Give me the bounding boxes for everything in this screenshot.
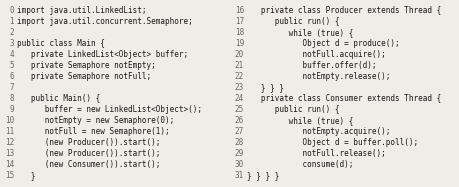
Text: (new Producer()).start();: (new Producer()).start();	[17, 149, 160, 158]
Text: 9: 9	[9, 105, 14, 114]
Text: private Semaphore notEmpty;: private Semaphore notEmpty;	[17, 61, 156, 70]
Text: notFull = new Semaphore(1);: notFull = new Semaphore(1);	[17, 127, 169, 136]
Text: 16: 16	[234, 6, 243, 15]
Text: notEmpty.release();: notEmpty.release();	[246, 72, 390, 81]
Text: 4: 4	[9, 50, 14, 59]
Text: public run() {: public run() {	[246, 105, 339, 114]
Text: import java.util.LinkedList;: import java.util.LinkedList;	[17, 6, 146, 15]
Text: 8: 8	[9, 94, 14, 103]
Text: 30: 30	[234, 160, 243, 169]
Text: 13: 13	[5, 149, 14, 158]
Text: (new Producer()).start();: (new Producer()).start();	[17, 138, 160, 147]
Text: 10: 10	[5, 116, 14, 125]
Text: 12: 12	[5, 138, 14, 147]
Text: 21: 21	[234, 61, 243, 70]
Text: 27: 27	[234, 127, 243, 136]
Text: 6: 6	[9, 72, 14, 81]
Text: public class Main {: public class Main {	[17, 39, 105, 48]
Text: 18: 18	[234, 28, 243, 37]
Text: 19: 19	[234, 39, 243, 48]
Text: while (true) {: while (true) {	[246, 28, 353, 37]
Text: public Main() {: public Main() {	[17, 94, 100, 103]
Text: 20: 20	[234, 50, 243, 59]
Text: (new Consumer()).start();: (new Consumer()).start();	[17, 160, 160, 169]
Text: import java.util.concurrent.Semaphore;: import java.util.concurrent.Semaphore;	[17, 17, 192, 26]
Text: 7: 7	[9, 83, 14, 92]
Text: 11: 11	[5, 127, 14, 136]
Text: } } }: } } }	[246, 83, 283, 92]
Text: public run() {: public run() {	[246, 17, 339, 26]
Text: } } } }: } } } }	[246, 171, 279, 180]
Text: notEmpty.acquire();: notEmpty.acquire();	[246, 127, 390, 136]
Text: 28: 28	[234, 138, 243, 147]
Text: notFull.acquire();: notFull.acquire();	[246, 50, 385, 59]
Text: 31: 31	[234, 171, 243, 180]
Text: buffer.offer(d);: buffer.offer(d);	[246, 61, 375, 70]
Text: 22: 22	[234, 72, 243, 81]
Text: private class Producer extends Thread {: private class Producer extends Thread {	[246, 6, 440, 15]
Text: 5: 5	[9, 61, 14, 70]
Text: 25: 25	[234, 105, 243, 114]
Text: 2: 2	[9, 28, 14, 37]
Text: private LinkedList<Object> buffer;: private LinkedList<Object> buffer;	[17, 50, 188, 59]
Text: notEmpty = new Semaphore(0);: notEmpty = new Semaphore(0);	[17, 116, 174, 125]
Text: }: }	[17, 171, 35, 180]
Text: 26: 26	[234, 116, 243, 125]
Text: 23: 23	[234, 83, 243, 92]
Text: while (true) {: while (true) {	[246, 116, 353, 125]
Text: 29: 29	[234, 149, 243, 158]
Text: buffer = new LinkedList<Object>();: buffer = new LinkedList<Object>();	[17, 105, 202, 114]
Text: 0: 0	[9, 6, 14, 15]
Text: 24: 24	[234, 94, 243, 103]
Text: 3: 3	[9, 39, 14, 48]
Text: private class Consumer extends Thread {: private class Consumer extends Thread {	[246, 94, 440, 103]
Text: 14: 14	[5, 160, 14, 169]
Text: 17: 17	[234, 17, 243, 26]
Text: consume(d);: consume(d);	[246, 160, 353, 169]
Text: 1: 1	[9, 17, 14, 26]
Text: notFull.release();: notFull.release();	[246, 149, 385, 158]
Text: private Semaphore notFull;: private Semaphore notFull;	[17, 72, 151, 81]
Text: Object d = buffer.poll();: Object d = buffer.poll();	[246, 138, 417, 147]
Text: Object d = produce();: Object d = produce();	[246, 39, 399, 48]
Text: 15: 15	[5, 171, 14, 180]
